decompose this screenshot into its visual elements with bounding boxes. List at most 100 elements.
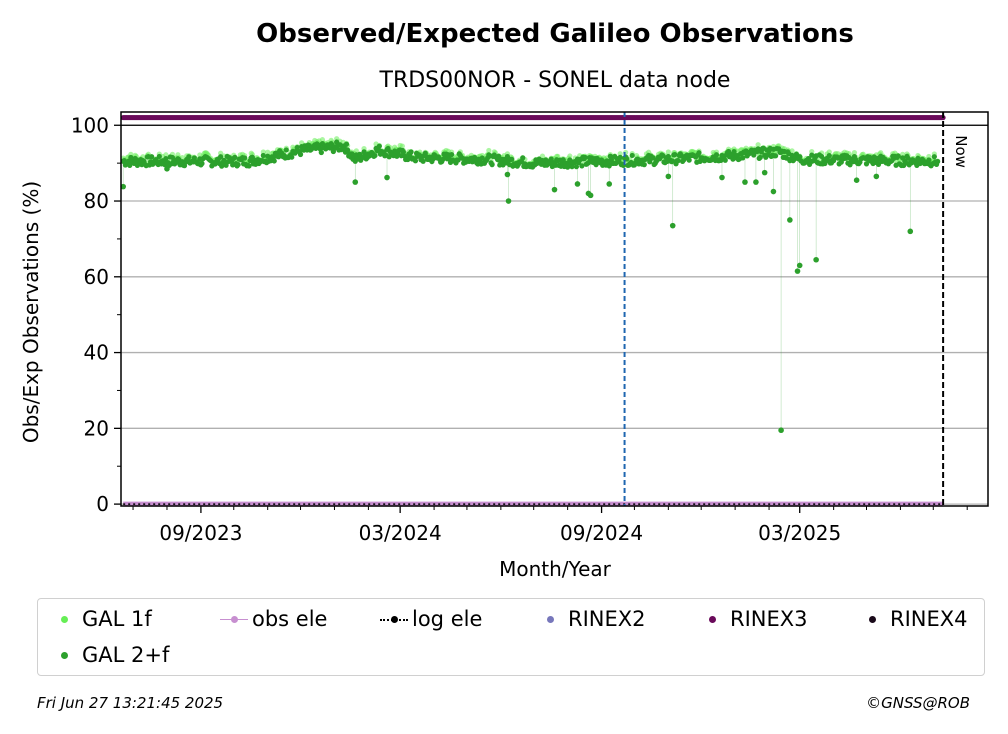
gal-1f-point: [265, 149, 271, 155]
x-tick-label: 03/2025: [758, 521, 841, 545]
gal-2f-point: [935, 158, 941, 165]
gal-2f-point: [345, 147, 351, 153]
y-tick-label: 100: [71, 113, 109, 137]
gal-2f-outlier-point: [813, 256, 819, 263]
gal-2f-point: [740, 155, 746, 161]
chart: Observed/Expected Galileo Observations T…: [19, 19, 989, 581]
gal-2f-outlier-point: [761, 169, 768, 176]
gal-2f-point: [149, 154, 155, 160]
gal-2f-point: [127, 162, 133, 169]
gal-2f-point: [797, 154, 803, 160]
y-axis-label: Obs/Exp Observations (%): [19, 181, 43, 443]
gal-2f-point: [376, 143, 382, 149]
legend-item-rinex4: RINEX4: [858, 607, 968, 631]
gal-2f-point: [582, 154, 588, 161]
legend-label-gal-1f: GAL 1f: [82, 607, 152, 631]
gal-1f-point: [353, 148, 359, 154]
legend-marker-rinex3: [698, 609, 726, 629]
legend-label-rinex2: RINEX2: [568, 607, 646, 631]
legend-item-rinex2: RINEX2: [536, 607, 646, 631]
gal-2f-point: [271, 158, 277, 164]
gal-2f-outlier-point: [742, 179, 748, 185]
gal-2f-point: [593, 162, 599, 168]
gal-1f-point: [163, 152, 169, 158]
gal-2f-point: [479, 155, 485, 161]
gal-2f-point: [931, 154, 937, 160]
x-tick-label: 09/2023: [159, 521, 242, 545]
gal-2f-point: [905, 155, 911, 161]
now-label: Now: [952, 135, 970, 168]
gal-2f-outlier-point: [587, 192, 594, 199]
y-tick-label: 80: [84, 189, 109, 213]
gal-2f-point: [641, 162, 647, 168]
gal-2f-point: [496, 153, 502, 159]
gal-2f-outlier-point: [719, 174, 725, 181]
legend-marker-rinex4: [858, 609, 886, 629]
gal-2f-point: [218, 154, 224, 160]
gal-2f-outlier-point: [606, 181, 613, 187]
chart-title: Observed/Expected Galileo Observations: [256, 19, 854, 49]
gal-2f-point: [408, 149, 414, 155]
plot-frame: [120, 111, 989, 507]
gal-2f-outlier-point: [770, 188, 777, 195]
gal-1f-point: [900, 151, 906, 157]
legend-marker-obs-ele: [220, 609, 248, 629]
gal-2f-point: [773, 153, 779, 159]
footer-timestamp: Fri Jun 27 13:21:45 2025: [37, 694, 224, 712]
gal-2f-point: [186, 154, 192, 160]
legend-item-gal-1f: GAL 1f: [50, 607, 152, 631]
gal-2f-point: [819, 153, 825, 160]
gal-1f-point: [826, 149, 832, 155]
gal-2f-point: [448, 151, 455, 158]
legend-label-rinex4: RINEX4: [890, 607, 968, 631]
gal-2f-outlier-point: [164, 166, 170, 172]
gal-2f-outlier-point: [352, 179, 359, 185]
legend-marker-rinex2: [536, 609, 564, 629]
legend-marker-gal-2f: [50, 645, 78, 665]
gal-2f-point: [156, 153, 162, 160]
gal-1f-point: [809, 148, 815, 155]
gal-2f-outlier-point: [384, 174, 390, 181]
gal-2f-point: [696, 150, 702, 156]
gal-2f-point: [509, 156, 515, 162]
gal-2f-point: [665, 153, 671, 160]
gal-2f-point: [650, 155, 656, 161]
gal-2f-point: [573, 164, 579, 170]
gal-2f-point: [318, 149, 324, 156]
gal-2f-outlier-point: [753, 179, 759, 185]
legend-marker-log-ele: [380, 609, 408, 629]
gal-1f-point: [567, 153, 573, 159]
gal-2f-point: [489, 162, 495, 168]
legend-marker-gal-1f: [50, 609, 78, 629]
y-tick-label: 60: [84, 265, 109, 289]
gal-2f-point: [789, 152, 795, 158]
gal-2f-point: [713, 152, 720, 158]
gal-2f-point: [722, 157, 728, 163]
gal-2f-point: [400, 149, 407, 155]
gal-2f-outlier-point: [787, 217, 793, 223]
gal-2f-outlier-point: [665, 173, 672, 180]
x-axis-label: Month/Year: [499, 557, 612, 581]
gal-1f-point: [665, 149, 671, 155]
gal-2f-point: [755, 146, 761, 152]
gal-2f-outlier-point: [574, 181, 581, 187]
gal-2f-outlier-point: [504, 171, 511, 178]
gal-2f-outlier-point: [853, 177, 860, 183]
gal-2f-point: [276, 154, 282, 160]
gal-2f-outlier-point: [794, 268, 801, 274]
gal-2f-outlier-point: [551, 186, 558, 193]
legend-label-log-ele: log ele: [412, 607, 483, 631]
gal-1f-point: [539, 153, 546, 159]
gal-2f-point: [242, 155, 248, 161]
gal-1f-point: [486, 147, 492, 154]
gal-2f-point: [520, 155, 526, 161]
gal-2f-point: [686, 157, 692, 163]
gal-2f-point: [926, 157, 932, 163]
gal-2f-point: [617, 154, 623, 160]
gal-1f-point: [617, 151, 623, 157]
gal-2f-point: [565, 164, 571, 170]
x-tick-label: 03/2024: [359, 521, 442, 545]
gal-2f-point: [343, 141, 350, 147]
gal-2f-point: [757, 154, 763, 160]
gal-2f-point: [232, 154, 238, 160]
